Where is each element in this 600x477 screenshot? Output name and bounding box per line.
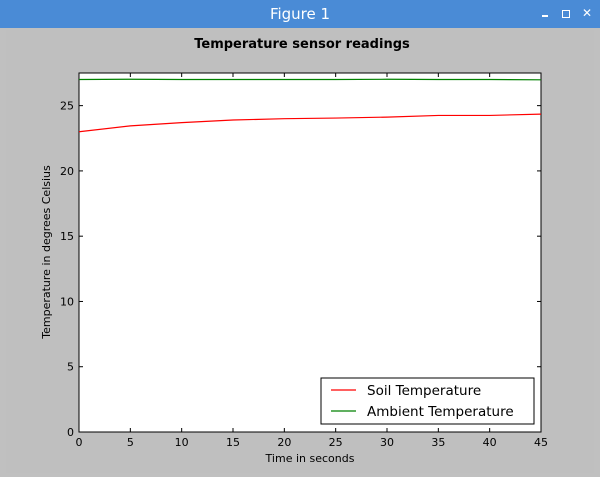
x-tick-label: 20 (277, 436, 291, 449)
close-icon[interactable]: ✕ (581, 6, 593, 20)
x-axis-label: Time in seconds (265, 452, 355, 465)
y-tick-label: 0 (67, 426, 74, 439)
legend: Soil Temperature Ambient Temperature (320, 377, 535, 425)
x-tick-label: 35 (431, 436, 445, 449)
legend-label-soil: Soil Temperature (367, 383, 481, 399)
axis-ticks: 0 5 10 15 20 25 30 35 40 45 0 5 10 15 20 25 (60, 73, 548, 449)
y-tick-label: 10 (60, 295, 74, 308)
y-tick-label: 15 (60, 230, 74, 243)
minimize-icon[interactable] (536, 4, 554, 22)
x-tick-label: 40 (483, 436, 497, 449)
maximize-icon[interactable] (557, 4, 575, 22)
legend-label-ambient: Ambient Temperature (367, 404, 514, 420)
x-tick-label: 45 (534, 436, 548, 449)
title-bar[interactable]: Figure 1 ✕ (0, 0, 600, 28)
figure-canvas: Temperature sensor readings 0 5 10 15 20 25 30… (6, 30, 594, 473)
y-tick-label: 20 (60, 165, 74, 178)
chart: Temperature sensor readings 0 5 10 15 20 25 30… (40, 37, 548, 465)
x-tick-label: 25 (329, 436, 343, 449)
series-line-soil (78, 113, 542, 133)
x-tick-label: 30 (380, 436, 394, 449)
x-tick-label: 15 (226, 436, 240, 449)
x-tick-label: 0 (76, 436, 83, 449)
y-axis-label: Temperature in degrees Celsius (40, 165, 53, 340)
legend-box (320, 377, 535, 425)
series-line-ambient (78, 78, 542, 81)
chart-title: Temperature sensor readings (194, 37, 410, 52)
x-tick-label: 5 (127, 436, 134, 449)
window-title: Figure 1 (269, 5, 331, 23)
plot-area (78, 72, 542, 433)
y-tick-label: 25 (60, 100, 74, 113)
x-tick-label: 10 (175, 436, 189, 449)
series-lines (78, 78, 542, 133)
y-tick-label: 5 (67, 361, 74, 374)
